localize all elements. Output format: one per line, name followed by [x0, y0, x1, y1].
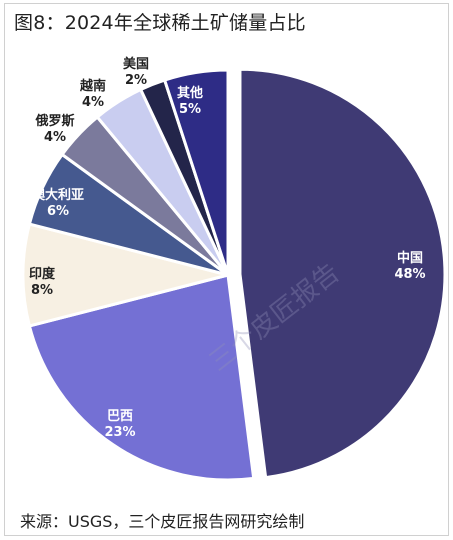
- slice-label-3: 澳大利亚: [32, 187, 84, 203]
- slice-value-label-6: 2%: [125, 73, 147, 88]
- slice-value-label-2: 8%: [31, 283, 53, 298]
- pie-slice-1: [27, 273, 256, 482]
- slice-label-7: 其他: [177, 85, 203, 101]
- slice-value-label-0: 48%: [394, 267, 425, 282]
- slice-label-2: 印度: [29, 266, 56, 282]
- figure-frame: [4, 3, 449, 536]
- slice-value-label-5: 4%: [82, 95, 104, 110]
- slice-label-5: 越南: [79, 78, 106, 94]
- slice-value-label-7: 5%: [179, 102, 201, 117]
- slice-label-4: 俄罗斯: [34, 113, 74, 129]
- chart-title: 图8：2024年全球稀土矿储量占比: [14, 12, 306, 34]
- slice-value-label-3: 6%: [47, 204, 69, 219]
- pie-slices: [21, 67, 447, 482]
- slice-label-0: 中国: [397, 250, 423, 266]
- slice-value-label-1: 23%: [104, 425, 135, 440]
- pie-slice-2: [21, 222, 229, 328]
- slice-label-6: 美国: [123, 56, 149, 72]
- slice-label-1: 巴西: [107, 409, 133, 424]
- pie-slice-0: [238, 67, 447, 480]
- slice-value-label-4: 4%: [44, 130, 66, 145]
- source-note: 来源：USGS，三个皮匠报告网研究绘制: [20, 512, 305, 531]
- pie-slice-7: [162, 68, 230, 276]
